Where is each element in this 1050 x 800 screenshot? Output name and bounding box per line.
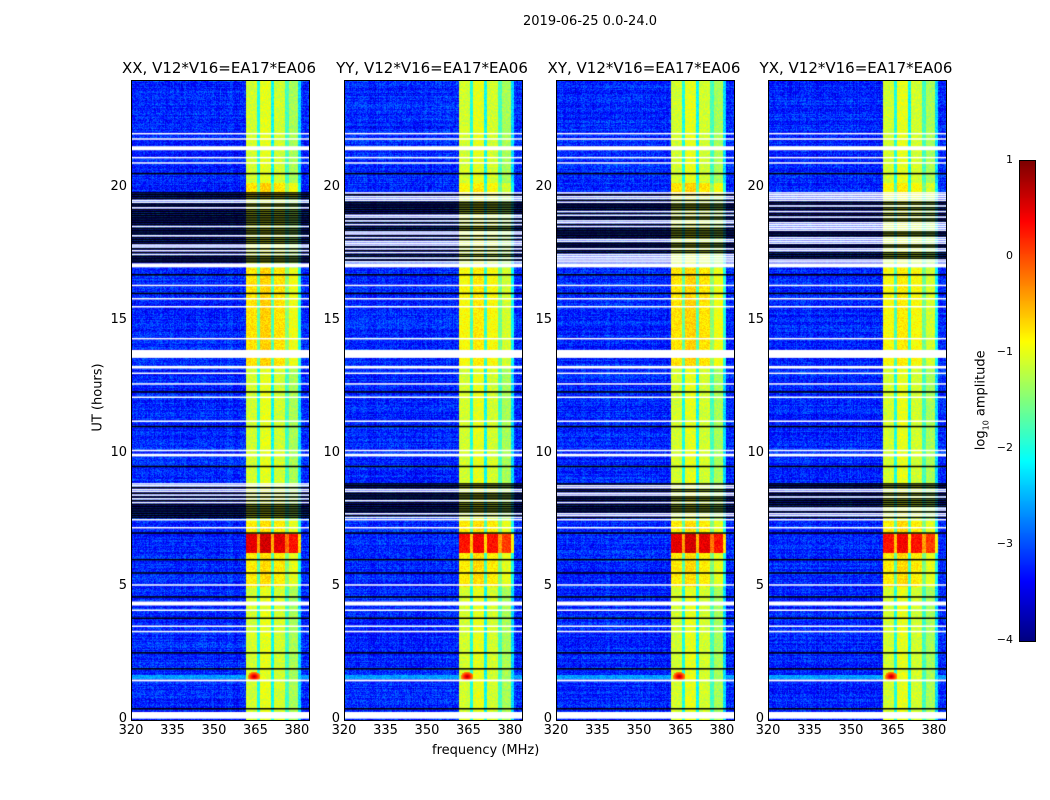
x-tick-label: 320	[543, 723, 569, 738]
colorbar-tick-label: 1	[1006, 153, 1013, 166]
heatmap-panel-1	[131, 80, 310, 721]
y-tick-label: 15	[110, 311, 127, 327]
x-tick-label: 365	[668, 723, 693, 738]
heatmap-image	[769, 81, 946, 720]
y-tick-label: 5	[543, 577, 552, 593]
x-tick-label: 350	[414, 723, 440, 738]
y-tick-label: 0	[118, 711, 127, 726]
panel-title: YX, V12*V16=EA17*EA06	[759, 59, 953, 77]
y-tick-label: 5	[755, 577, 764, 593]
heatmap-image	[345, 81, 522, 720]
panel-title: YY, V12*V16=EA17*EA06	[336, 59, 528, 77]
colorbar-label: log10 amplitude	[973, 350, 991, 451]
colorbar-tick-label: −4	[996, 633, 1013, 646]
y-tick-label: 10	[747, 444, 764, 460]
x-tick-label: 380	[709, 723, 735, 738]
x-tick-label: 320	[118, 723, 144, 738]
y-tick-label: 15	[747, 311, 764, 327]
x-tick-label: 380	[921, 723, 947, 738]
colorbar	[1019, 160, 1036, 642]
x-tick-label: 380	[497, 723, 523, 738]
panel-title: XY, V12*V16=EA17*EA06	[547, 59, 741, 77]
x-tick-label: 335	[585, 723, 610, 738]
x-tick-label: 365	[880, 723, 905, 738]
y-tick-label: 10	[323, 444, 340, 460]
y-tick-label: 15	[323, 311, 340, 327]
heatmap-panel-3	[556, 80, 735, 721]
colorbar-tick-label: 0	[1006, 249, 1013, 262]
y-tick-label: 20	[535, 178, 552, 194]
y-tick-label: 5	[331, 577, 340, 593]
x-tick-label: 350	[626, 723, 652, 738]
colorbar-tick-label: −1	[996, 345, 1013, 358]
x-tick-label: 320	[755, 723, 781, 738]
colorbar-tick-label: −2	[996, 441, 1013, 454]
y-tick-label: 10	[535, 444, 552, 460]
heatmap-panel-4	[768, 80, 947, 721]
y-tick-label: 0	[543, 711, 552, 726]
y-tick-label: 10	[110, 444, 127, 460]
y-tick-label: 5	[118, 577, 127, 593]
x-tick-label: 350	[838, 723, 864, 738]
y-tick-label: 0	[331, 711, 340, 726]
panel-title: XX, V12*V16=EA17*EA06	[121, 59, 316, 77]
heatmap-image	[132, 81, 309, 720]
x-tick-label: 350	[201, 723, 227, 738]
figure-title: 2019-06-25 0.0-24.0	[523, 14, 657, 29]
y-axis-label: UT (hours)	[90, 363, 106, 432]
y-tick-label: 15	[535, 311, 552, 327]
x-tick-label: 320	[331, 723, 357, 738]
y-tick-label: 20	[747, 178, 764, 194]
x-tick-label: 335	[797, 723, 822, 738]
y-tick-label: 0	[755, 711, 764, 726]
x-tick-label: 365	[243, 723, 268, 738]
x-axis-label: frequency (MHz)	[432, 743, 540, 758]
heatmap-panel-2	[344, 80, 523, 721]
colorbar-tick-label: −3	[996, 537, 1013, 550]
y-tick-label: 20	[323, 178, 340, 194]
x-tick-label: 335	[160, 723, 185, 738]
x-tick-label: 380	[284, 723, 310, 738]
heatmap-image	[557, 81, 734, 720]
x-tick-label: 335	[373, 723, 398, 738]
y-tick-label: 20	[110, 178, 127, 194]
x-tick-label: 365	[456, 723, 481, 738]
